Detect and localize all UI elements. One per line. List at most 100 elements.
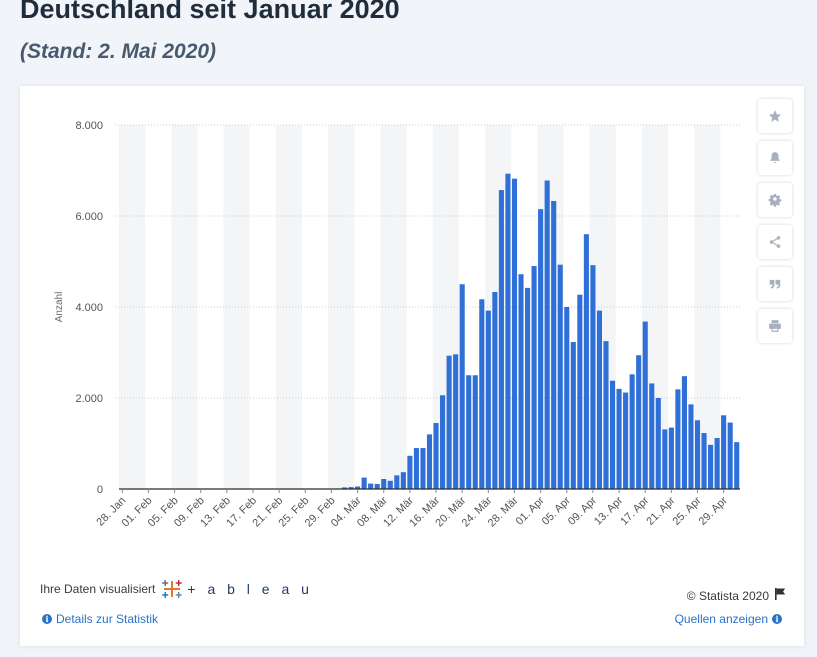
- grid-band: [223, 125, 250, 489]
- bar: [459, 284, 465, 489]
- bar: [701, 433, 707, 489]
- notification-button[interactable]: [758, 141, 792, 175]
- bar: [479, 299, 485, 489]
- bar: [381, 478, 387, 489]
- y-tick-label: 0: [97, 484, 103, 496]
- viz-label: Ihre Daten visualisiert: [40, 582, 156, 596]
- bar: [485, 310, 491, 489]
- bar: [472, 375, 478, 489]
- y-tick-label: 4.000: [75, 302, 103, 314]
- chart-card: 0 2.000 4.000 6.000 8.000 Anzahl 28. Jan 01. Fe…: [20, 86, 804, 646]
- bar: [734, 442, 740, 489]
- bar: [636, 355, 642, 489]
- sources-link[interactable]: Quellen anzeigen i: [675, 612, 786, 626]
- bar: [727, 422, 733, 489]
- bar: [714, 438, 720, 489]
- cite-button[interactable]: [758, 267, 792, 301]
- bar: [681, 376, 687, 489]
- print-button[interactable]: [758, 309, 792, 343]
- bar: [557, 264, 563, 489]
- bar: [361, 477, 367, 489]
- bar: [413, 448, 419, 489]
- bar: [511, 178, 518, 489]
- bar: [394, 475, 400, 489]
- bar: [662, 429, 668, 489]
- bar: [505, 173, 511, 489]
- bar: [583, 234, 589, 489]
- x-tick-label: 29. Apr: [697, 494, 730, 527]
- bar: [498, 190, 504, 489]
- bar: [564, 307, 570, 489]
- bar: [355, 486, 361, 489]
- flag-icon[interactable]: [775, 588, 786, 603]
- bar: [603, 341, 609, 489]
- star-icon: [768, 109, 782, 123]
- bar: [609, 380, 616, 489]
- bar: [577, 294, 583, 489]
- info-icon: i: [772, 614, 782, 624]
- bar: [642, 321, 648, 489]
- bar: [655, 398, 661, 489]
- share-icon: [768, 235, 782, 249]
- gear-icon: [768, 193, 782, 207]
- info-icon: i: [42, 614, 52, 624]
- page-subtitle: (Stand: 2. Mai 2020): [20, 40, 217, 63]
- grid-band: [380, 125, 407, 489]
- y-tick-label: 6.000: [75, 211, 103, 223]
- bar: [492, 291, 498, 489]
- bar: [466, 375, 472, 489]
- bar: [440, 395, 446, 489]
- y-tick-label: 2.000: [75, 393, 103, 405]
- bar: [531, 266, 537, 489]
- bar: [374, 483, 380, 489]
- print-icon: [768, 319, 782, 333]
- tableau-wordmark: + a b l e a u: [187, 581, 313, 597]
- favorite-button[interactable]: [758, 99, 792, 133]
- bell-icon: [768, 151, 782, 165]
- tableau-logo[interactable]: + a b l e a u: [161, 578, 313, 600]
- bar: [387, 480, 393, 489]
- bar: [525, 287, 531, 489]
- details-link[interactable]: i Details zur Statistik: [38, 612, 158, 626]
- bar: [570, 342, 576, 489]
- bar: [400, 472, 406, 489]
- bar: [407, 455, 413, 489]
- bar: [538, 209, 544, 490]
- copyright-text: © Statista 2020: [686, 588, 769, 603]
- bar: [668, 427, 674, 489]
- bar: [688, 404, 694, 489]
- bar: [426, 434, 433, 489]
- visualization-credit: Ihre Daten visualisiert + a b l e a u: [40, 578, 313, 600]
- settings-button[interactable]: [758, 183, 792, 217]
- bar: [721, 415, 727, 489]
- bar: [694, 420, 701, 489]
- bar: [348, 487, 354, 489]
- y-tick-label: 8.000: [75, 120, 103, 132]
- details-link-label: Details zur Statistik: [56, 612, 159, 626]
- bar: [518, 274, 524, 489]
- bar: [551, 200, 557, 490]
- page-title: Deutschland seit Januar 2020: [20, 0, 400, 24]
- quote-icon: [768, 277, 782, 291]
- bar: [596, 310, 603, 489]
- bar: [649, 383, 655, 489]
- bar: [368, 483, 374, 489]
- sources-link-label: Quellen anzeigen: [674, 612, 768, 626]
- bar: [590, 265, 596, 489]
- y-axis-label: Anzahl: [54, 292, 65, 323]
- grid-band: [119, 125, 146, 489]
- bar: [433, 423, 439, 489]
- x-tick-label: 28. Mär: [486, 494, 521, 529]
- bar: [544, 180, 550, 489]
- bar: [629, 374, 635, 489]
- bar: [708, 444, 714, 489]
- grid-band: [328, 125, 355, 489]
- bar: [420, 448, 426, 489]
- bar: [341, 487, 348, 489]
- share-button[interactable]: [758, 225, 792, 259]
- bar: [675, 389, 681, 489]
- tableau-cross-icon: [162, 580, 183, 598]
- bar: [446, 355, 452, 489]
- bar: [453, 354, 459, 489]
